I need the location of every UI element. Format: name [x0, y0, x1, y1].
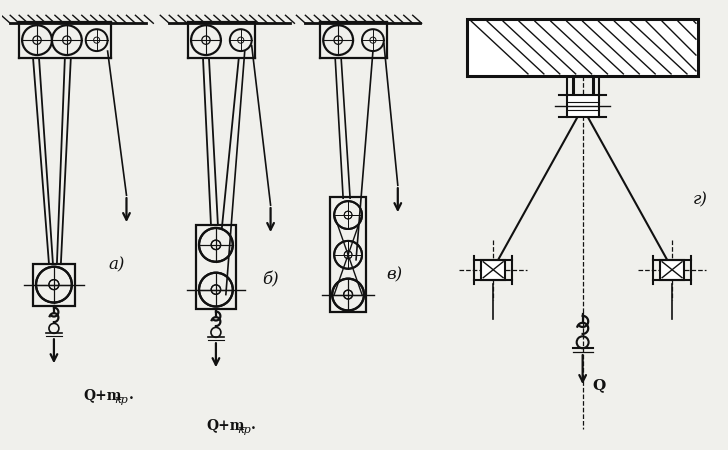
Bar	[566, 95, 598, 117]
Text: кр: кр	[237, 425, 250, 435]
Text: Q+m: Q+m	[206, 418, 245, 432]
Text: б): б)	[262, 271, 279, 288]
Text: .: .	[128, 388, 133, 402]
FancyBboxPatch shape	[331, 197, 366, 312]
Text: Q+m: Q+m	[84, 388, 122, 402]
Text: Q: Q	[593, 378, 606, 392]
Bar	[481, 260, 505, 279]
FancyBboxPatch shape	[196, 225, 236, 309]
Text: г): г)	[693, 192, 708, 209]
Text: а): а)	[108, 256, 124, 273]
Text: кр: кр	[114, 395, 128, 405]
Bar	[467, 19, 698, 76]
Text: .: .	[250, 418, 256, 432]
FancyBboxPatch shape	[33, 264, 75, 306]
Bar	[660, 260, 684, 279]
Text: в): в)	[387, 266, 403, 283]
